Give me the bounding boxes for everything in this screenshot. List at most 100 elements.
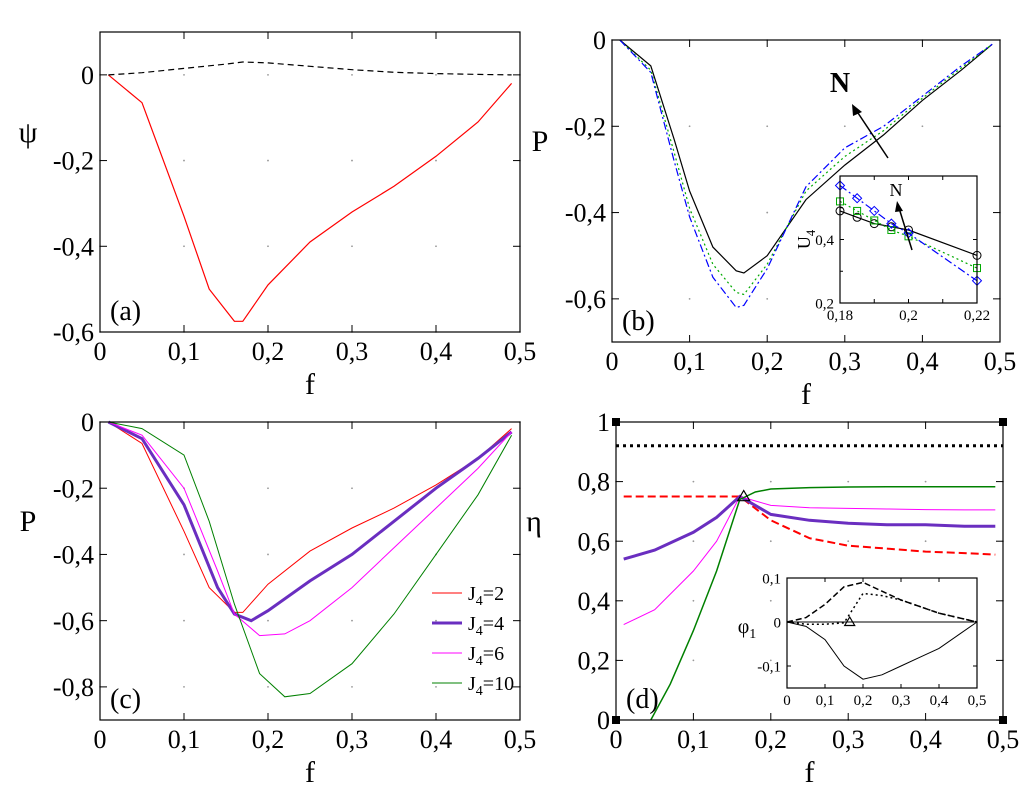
series-phi-solid <box>786 621 978 680</box>
panel-label: (d) <box>626 684 659 715</box>
series-psi <box>108 74 513 322</box>
y-tick-label: 0 <box>597 706 610 735</box>
grid-dot <box>267 685 269 688</box>
legend-entry: J4=4 <box>432 613 504 639</box>
series-J4=10 <box>108 421 513 698</box>
x-tick-label: 0,1 <box>677 725 710 754</box>
corner-handle <box>999 418 1007 426</box>
series-eta-red <box>623 495 996 556</box>
grid-dot <box>766 211 769 214</box>
annotation-N: N <box>830 68 850 99</box>
grid-dot <box>924 480 927 483</box>
x-axis-label: f <box>805 756 815 789</box>
marker-U4-large <box>851 193 863 204</box>
grid-dot <box>766 297 769 300</box>
legend-entry: J4=2 <box>432 583 504 609</box>
x-tick-label: 0,2 <box>751 347 784 376</box>
y-tick-label: -0,4 <box>53 232 94 261</box>
arrow-N <box>898 207 913 251</box>
axes-frame <box>99 31 521 333</box>
x-tick-label: 0 <box>94 725 107 754</box>
y-axis-label: P <box>20 505 37 538</box>
x-axis-label: f <box>305 756 315 789</box>
grid-dot <box>435 685 437 688</box>
x-tick-label: 0,5 <box>504 725 537 754</box>
grid-dot <box>183 553 185 556</box>
series-U4-small <box>839 210 978 256</box>
grid-dot <box>843 125 846 128</box>
x-tick-label: 0,2 <box>899 308 918 324</box>
grid-dot <box>183 73 185 76</box>
series-eta-green <box>650 485 996 721</box>
y-tick-label: -0,2 <box>53 147 94 176</box>
x-tick-label: 0,3 <box>336 337 369 366</box>
grid-dot <box>183 619 185 622</box>
legend-label: J4=6 <box>468 643 504 669</box>
y-tick-label: 1 <box>597 408 610 437</box>
grid-dot <box>921 125 924 128</box>
grid-dot <box>351 619 353 622</box>
x-tick-label: 0,22 <box>964 308 990 324</box>
y-tick-label: 0,8 <box>578 468 611 497</box>
grid-dot <box>688 297 691 300</box>
y-tick-label: -0,6 <box>565 285 606 314</box>
legend-label: J4=10 <box>468 673 514 699</box>
y-tick-label: 0,1 <box>762 571 781 587</box>
grid-dot <box>692 480 695 483</box>
grid-dot <box>688 211 691 214</box>
grid-dot <box>183 685 185 688</box>
x-tick-label: 0,1 <box>673 347 706 376</box>
grid-dot <box>769 659 772 662</box>
corner-handle <box>999 716 1007 724</box>
x-tick-label: 0 <box>606 347 619 376</box>
y-tick-label: -0,8 <box>53 673 94 702</box>
grid-dot <box>769 480 772 483</box>
y-tick-label: 0 <box>81 61 94 90</box>
y-tick-label: 0,6 <box>578 527 611 556</box>
marker-U4-mid <box>887 225 896 234</box>
y-axis-label: η <box>526 505 542 538</box>
x-tick-label: 0,1 <box>168 337 201 366</box>
panel-d-inset: 0 0,1 0,2 0,3 0,4 0,50,10-0,1φ1 <box>738 571 987 709</box>
x-tick-label: 0,5 <box>987 725 1020 754</box>
legend-label-sub: 4 <box>476 654 483 669</box>
legend-label-rest: =10 <box>483 673 514 695</box>
grid-dot <box>435 73 437 76</box>
grid-dot <box>847 480 850 483</box>
x-tick-label: 0,18 <box>827 308 853 324</box>
legend-label-sub: 4 <box>476 594 483 609</box>
marker-U4-small <box>904 225 913 235</box>
marker-U4-large <box>886 218 897 229</box>
panel-c: 0 0,1 0,2 0,3 0,4 0,5 0 -0,2 -0,4 -0,6 -0,8 f P (c) J4… <box>20 408 537 789</box>
legend-label: J4=4 <box>468 613 504 639</box>
legend-label-rest: =4 <box>483 613 504 635</box>
grid-dot <box>267 487 269 490</box>
y-axis-label-sub: 1 <box>749 627 756 642</box>
x-tick-label: 0,4 <box>420 725 453 754</box>
grid-dot <box>183 159 185 162</box>
grid-dot <box>267 245 269 248</box>
grid-dot <box>267 553 269 556</box>
series-N-small <box>619 39 993 274</box>
y-tick-label: 0 <box>593 26 606 55</box>
x-axis-label: f <box>305 368 315 401</box>
marker-U4-small <box>852 212 862 222</box>
grid-dot <box>351 73 353 76</box>
corner-handle <box>612 716 620 724</box>
y-tick-label: 0,2 <box>815 296 834 312</box>
grid-dot <box>435 159 437 162</box>
grid-dot <box>692 540 695 543</box>
y-tick-label: 0 <box>774 615 782 631</box>
grid-dot <box>769 540 772 543</box>
panel-a: 0 0,1 0,2 0,3 0,4 0,5 0 -0,2 -0,4 -0,6 f ψ (a) <box>19 31 536 401</box>
panel-label: (b) <box>622 306 655 337</box>
legend-entry: J4=6 <box>432 643 504 669</box>
x-tick-label: 0,3 <box>829 347 862 376</box>
marker-U4-mid <box>853 206 862 215</box>
axes-frame <box>99 421 521 721</box>
grid-dot <box>435 619 437 622</box>
marker-U4-large <box>869 205 880 217</box>
axes-frame <box>615 421 1004 721</box>
y-tick-label: -0,1 <box>757 659 781 675</box>
y-tick-label: 0,4 <box>578 587 611 616</box>
